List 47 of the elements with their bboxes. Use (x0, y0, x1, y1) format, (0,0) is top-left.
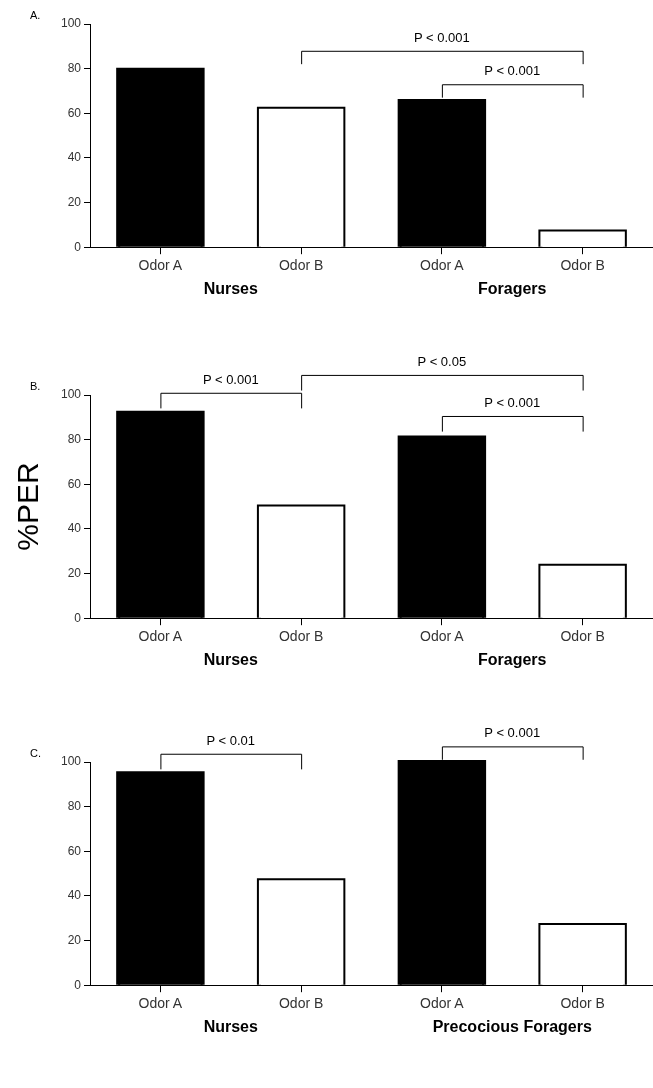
x-tick-label: Odor B (278, 995, 324, 1012)
chart-title: A. (30, 8, 41, 21)
y-tick-label: 60 (67, 843, 82, 858)
annotation: P < 0.001 (413, 29, 470, 45)
text: Nurses (203, 650, 258, 668)
y-tick-label: 100 (60, 16, 82, 31)
chart-title: B. (30, 379, 41, 392)
y-tick-label: 80 (67, 431, 82, 446)
y-tick-label: 0 (74, 977, 82, 992)
x-tick-label: Odor B (278, 257, 324, 274)
x-tick-label: Odor B (278, 628, 324, 645)
x-tick-label: Odor A (420, 257, 465, 274)
y-tick-label: 0 (74, 239, 82, 254)
text: P < 0.001 (484, 725, 541, 741)
annotation: P < 0.001 (484, 395, 541, 411)
y-tick-label: 0 (74, 610, 82, 625)
text: Precocious Foragers (432, 1017, 592, 1035)
x-tick-label: Odor B (560, 995, 605, 1012)
y-tick-label: 20 (67, 932, 82, 947)
y-tick-label: 80 (67, 798, 82, 813)
y-tick-label: 40 (67, 521, 82, 536)
x-tick-label: Odor B (560, 257, 605, 274)
text: P < 0.01 (206, 732, 256, 748)
x-tick-label: Odor A (138, 257, 183, 274)
y-tick-label: 40 (67, 150, 82, 165)
chart-title: C. (30, 746, 41, 759)
x-tick-label: Odor B (560, 628, 605, 645)
text: P < 0.001 (202, 371, 259, 387)
y-tick-label: 100 (60, 754, 82, 769)
text: Foragers (478, 650, 547, 668)
y-tick-label: 100 (60, 387, 82, 402)
text: P < 0.05 (417, 353, 467, 369)
y-axis-title: %PER (11, 462, 45, 551)
text: Foragers (478, 279, 547, 297)
y-tick-label: 20 (67, 565, 82, 580)
y-tick-label: 80 (67, 60, 82, 75)
y-tick-label: 60 (67, 105, 82, 120)
text: Nurses (203, 279, 258, 297)
x-tick-label: Odor A (138, 995, 183, 1012)
x-tick-label: Odor A (420, 995, 465, 1012)
annotation: P < 0.001 (484, 63, 541, 79)
y-tick-label: 60 (67, 476, 82, 491)
x-tick-label: Odor A (138, 628, 183, 645)
y-tick-label: 40 (67, 888, 82, 903)
y-tick-label: 20 (67, 194, 82, 209)
text: Nurses (203, 1017, 258, 1035)
x-tick-label: Odor A (420, 628, 465, 645)
